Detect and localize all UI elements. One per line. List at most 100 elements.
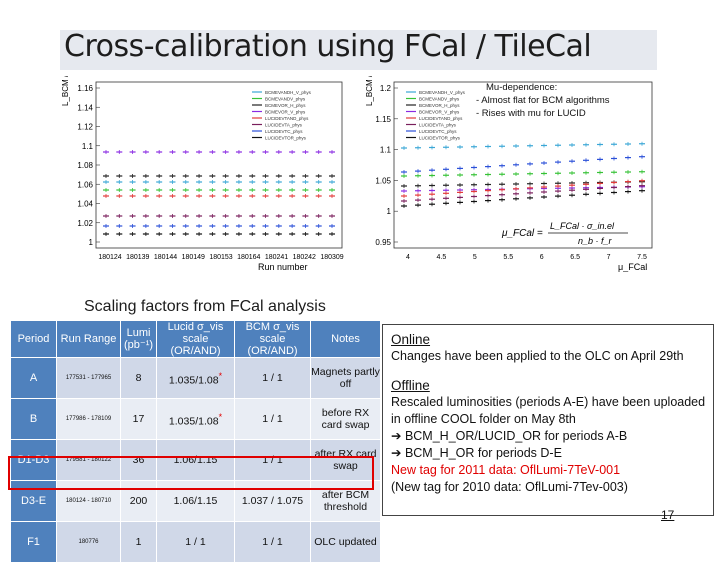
legend-entry: BCMEVOR_V_phys <box>265 110 306 115</box>
cell-period: A <box>10 357 57 399</box>
offline-bullet-2: ➔ BCM_H_OR for periods D-E <box>391 446 562 460</box>
cell-bcm-scale: 1.037 / 1.075 <box>234 480 311 522</box>
legend-entry: BCMEVOR_H_phys <box>265 103 306 108</box>
legend-entry: LUCIDEVTOR_phys <box>419 136 461 141</box>
y-tick-label: 1.15 <box>375 115 391 124</box>
cell-period: B <box>10 398 57 440</box>
lucid-value: 1.06/1.15 <box>173 495 218 507</box>
table-row: F1 180776 1 1 / 1 1 / 1 OLC updated <box>10 521 381 563</box>
legend-entry: LUCIDEVTC_phys <box>265 129 303 134</box>
y-tick-label: 1.1 <box>82 142 94 151</box>
cell-lucid-scale: 1.035/1.08* <box>156 357 235 399</box>
offline-bullet-1: ➔ BCM_H_OR/LUCID_OR for periods A-B <box>391 429 628 443</box>
legend-entry: BCMEVANDH_V_phys <box>265 90 312 95</box>
new-tag-2010: (New tag for 2010 data: OflLumi-7Tev-003… <box>391 480 628 494</box>
cell-run-range: 177531 - 177965 <box>56 357 121 399</box>
y-tick-label: 1.12 <box>77 123 93 132</box>
cell-lumi: 200 <box>120 480 157 522</box>
cell-lucid-scale: 1 / 1 <box>156 521 235 563</box>
left-ratio-plot: L_BCM / L_FCal 1.16 1.14 1.12 1.1 1.08 1.06 1.… <box>61 47 344 272</box>
cell-notes: before RX card swap <box>310 398 381 440</box>
new-tag-2011: New tag for 2011 data: OflLumi-7TeV-001 <box>391 463 621 477</box>
cell-notes: OLC updated <box>310 521 381 563</box>
lucid-asterisk: * <box>218 370 223 381</box>
offline-text-1: Rescaled luminosities (periods A-E) have… <box>391 395 706 409</box>
x-tick-label: 180144 <box>154 254 177 261</box>
x-tick-label: 7.5 <box>637 254 647 261</box>
header-notes: Notes <box>310 320 381 358</box>
cell-lucid-scale: 1.035/1.08* <box>156 398 235 440</box>
x-tick-label: 180309 <box>320 254 343 261</box>
right-ratio-plot: L_BCM / L_FCal 1.2 1.15 1.1 1.05 1 0.95 4 4.5 5… <box>365 47 656 272</box>
cell-notes: Magnets partly off <box>310 357 381 399</box>
offline-text-2: in offline COOL folder on May 8th <box>391 412 576 426</box>
y-tick-label: 1.2 <box>380 84 392 93</box>
header-run-range: Run Range <box>56 320 121 358</box>
title-bar <box>60 30 657 70</box>
header-period: Period <box>10 320 57 358</box>
header-lumi: Lumi (pb⁻¹) <box>120 320 157 358</box>
legend-entry: BCMEVANDV_phys <box>265 97 306 102</box>
legend-entry: LUCIDEVTA_phys <box>265 123 303 128</box>
y-tick-label: 1.1 <box>380 146 392 155</box>
legend-entry: LUCIDEVTC_phys <box>419 129 457 134</box>
table-row: A 177531 - 177965 8 1.035/1.08* 1 / 1 Ma… <box>10 357 381 399</box>
cell-period: F1 <box>10 521 57 563</box>
left-plot-svg: L_BCM / L_FCal 1.16 1.14 1.12 1.1 1.08 1.06 1.… <box>61 47 344 272</box>
legend-entry: LUCIDEVTAND_phys <box>265 116 309 121</box>
online-text: Changes have been applied to the OLC on … <box>391 349 684 363</box>
lucid-value: 1.035/1.08 <box>168 415 219 428</box>
x-tick-label: 180241 <box>265 254 288 261</box>
legend-entry: LUCIDEVTAND_phys <box>419 116 463 121</box>
cell-period: D3-E <box>10 480 57 522</box>
scaling-factors-subtitle: Scaling factors from FCal analysis <box>84 298 326 315</box>
scaling-factors-table: Period Run Range Lumi (pb⁻¹) Lucid σ_vis… <box>10 320 381 563</box>
cell-period: D1-D3 <box>10 439 57 481</box>
y-tick-label: 1 <box>89 238 94 247</box>
legend-entry: BCMEVANDV_phys <box>419 97 460 102</box>
y-tick-label: 1.16 <box>77 84 93 93</box>
online-heading: Online <box>391 332 431 347</box>
legend-entry: BCMEVOR_H_phys <box>419 103 460 108</box>
cell-run-range: 180124 - 180710 <box>56 480 121 522</box>
x-tick-label: 180242 <box>293 254 316 261</box>
table-header-row: Period Run Range Lumi (pb⁻¹) Lucid σ_vis… <box>10 320 381 358</box>
formula-lhs: μ_FCal = <box>501 228 543 239</box>
y-tick-label: 1.02 <box>77 219 93 228</box>
cell-lucid-scale: 1.06/1.15 <box>156 439 235 481</box>
mu-dependence-line-1: - Almost flat for BCM algorithms <box>476 95 610 106</box>
offline-heading: Offline <box>391 378 430 393</box>
lucid-asterisk: * <box>218 411 223 422</box>
lucid-value: 1.035/1.08 <box>168 374 219 387</box>
x-tick-label: 5 <box>473 254 477 261</box>
y-tick-label: 1.05 <box>375 176 391 185</box>
lucid-value: 1 / 1 <box>185 536 206 548</box>
cell-run-range: 177986 - 178109 <box>56 398 121 440</box>
x-tick-label: 4.5 <box>437 254 447 261</box>
mu-dependence-line-2: - Rises with mu for LUCID <box>476 108 586 119</box>
cell-lumi: 8 <box>120 357 157 399</box>
formula-denominator: n_b · f_r <box>578 236 613 246</box>
x-tick-label: 180164 <box>237 254 260 261</box>
right-plot-xlabel: μ_FCal <box>618 262 647 272</box>
slide-title: Cross-calibration using FCal / TileCal <box>64 29 592 64</box>
calibration-notes-box: Online Changes have been applied to the … <box>382 324 714 516</box>
mu-dependence-title: Mu-dependence: <box>486 82 557 93</box>
right-plot-frame <box>393 81 653 249</box>
y-tick-label: 1 <box>387 207 392 216</box>
d3-e-row-highlight <box>8 456 374 490</box>
page-number: 17 <box>661 508 675 522</box>
x-tick-label: 6.5 <box>570 254 580 261</box>
y-tick-label: 1.04 <box>77 200 93 209</box>
x-tick-label: 180124 <box>98 254 121 261</box>
left-plot-ylabel: L_BCM / L_FCal <box>62 76 70 106</box>
cell-lumi: 36 <box>120 439 157 481</box>
legend-entry: BCMEVOR_V_phys <box>419 110 460 115</box>
cell-run-range: 179581 - 180122 <box>56 439 121 481</box>
y-tick-label: 1.06 <box>77 180 93 189</box>
formula-numerator: L_FCal · σ_in.el <box>550 221 615 231</box>
cell-bcm-scale: 1 / 1 <box>234 357 311 399</box>
x-tick-label: 4 <box>406 254 410 261</box>
header-bcm-scale: BCM σ_vis scale (OR/AND) <box>234 320 311 358</box>
legend-entry: LUCIDEVTOR_phys <box>265 136 307 141</box>
